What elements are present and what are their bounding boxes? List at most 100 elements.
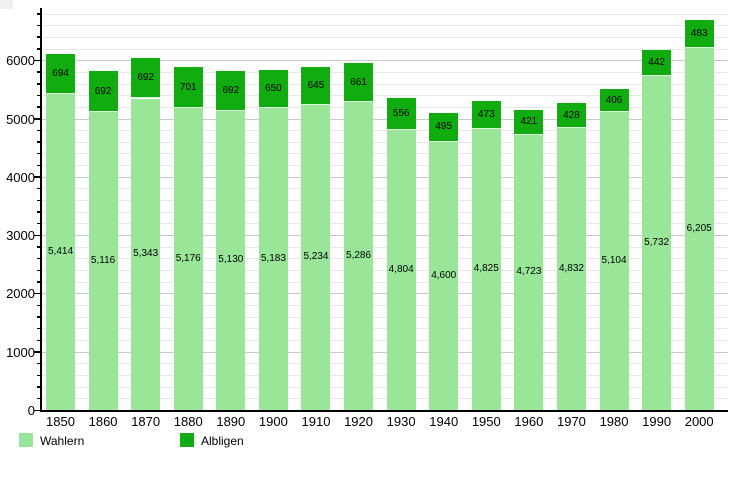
x-axis-tick-label: 1910 [301, 414, 331, 429]
bar-segment-wahlern [642, 75, 672, 410]
bar-value-albligen: 692 [94, 85, 112, 97]
bar-value-wahlern: 5,414 [47, 246, 74, 258]
x-axis-tick-label: 1940 [429, 414, 459, 429]
bar-value-albligen: 701 [179, 81, 197, 93]
bar-segment-albligen [216, 70, 246, 111]
y-axis-minor-tick [37, 13, 41, 15]
y-axis-minor-tick [37, 269, 41, 272]
bar-value-albligen: 428 [563, 109, 580, 121]
y-axis-tick [34, 176, 41, 178]
y-axis-tick [34, 118, 41, 120]
bar-segment-wahlern [131, 98, 161, 410]
bar-value-wahlern: 5,176 [175, 253, 201, 265]
gridline-minor [41, 165, 728, 167]
y-axis-minor-tick [37, 141, 41, 143]
gridline-minor [41, 386, 728, 388]
gridline-minor [41, 25, 728, 27]
y-axis-tick-label: 5000 [6, 111, 35, 127]
bar-segment-albligen [88, 71, 118, 112]
gridline-minor [41, 36, 728, 38]
y-axis-minor-tick [37, 164, 41, 167]
bar-segment-wahlern [173, 108, 203, 410]
x-axis-tick-label: 1970 [556, 414, 586, 429]
y-axis-minor-tick [37, 281, 41, 283]
gridline-minor [41, 48, 728, 50]
y-axis-minor-tick [37, 83, 41, 85]
x-axis-tick-label: 1960 [514, 414, 544, 429]
bar-segment-albligen [429, 112, 459, 142]
bar-value-wahlern: 4,600 [431, 269, 457, 281]
gridline-major [41, 60, 728, 62]
gridline-minor [41, 340, 728, 342]
bar-value-wahlern: 5,130 [218, 254, 244, 266]
y-axis-minor-tick [37, 211, 41, 213]
bar-segment-albligen [642, 50, 672, 76]
gridline-minor [41, 141, 728, 143]
gridline-minor [41, 71, 728, 73]
bar-value-albligen: 694 [52, 68, 69, 80]
bar-segment-wahlern [216, 110, 246, 410]
bar-segment-wahlern [88, 111, 118, 410]
y-axis-tick-label: 0 [27, 403, 35, 418]
bar-value-albligen: 406 [605, 94, 623, 106]
bar-segment-albligen [46, 53, 75, 95]
gridline-minor [41, 211, 728, 213]
bar-value-wahlern: 5,286 [346, 249, 372, 261]
bar-segment-wahlern [684, 48, 714, 410]
bar-segment-albligen [599, 88, 629, 113]
x-axis-line [40, 410, 728, 412]
y-axis-tick-label: 6000 [6, 53, 35, 69]
gridline-minor [41, 328, 728, 330]
y-axis-minor-tick [37, 386, 41, 388]
legend: Wahlern Albligen [0, 433, 750, 448]
gridline-minor [41, 200, 728, 202]
bar-value-wahlern: 4,723 [516, 266, 542, 278]
x-axis-tick-label: 1930 [386, 414, 416, 429]
bar-segment-albligen [514, 110, 544, 135]
y-axis-minor-tick [37, 71, 41, 73]
x-axis-tick-label: 1860 [88, 414, 118, 429]
bar-segment-wahlern [599, 112, 629, 410]
y-axis-minor-tick [37, 327, 41, 330]
gridline-minor [41, 130, 728, 132]
bar-value-albligen: 421 [520, 116, 538, 128]
bar-value-albligen: 473 [477, 108, 495, 120]
bar-segment-albligen [344, 63, 374, 102]
y-axis-minor-tick [37, 397, 41, 400]
corner-artifact [0, 0, 13, 9]
x-axis-tick-label: 1900 [258, 414, 288, 429]
bar-value-wahlern: 5,116 [90, 254, 116, 266]
y-axis-minor-tick [37, 257, 41, 260]
gridline-minor [41, 258, 728, 260]
gridline-major [41, 351, 728, 353]
y-axis-tick [34, 59, 41, 62]
bar-value-albligen: 495 [435, 121, 453, 133]
y-axis-tick-label: 4000 [6, 169, 35, 185]
bar-value-albligen: 556 [392, 107, 410, 119]
bar-value-albligen: 692 [137, 72, 154, 84]
bar-value-wahlern: 5,104 [601, 255, 627, 267]
bar-value-wahlern: 5,732 [644, 236, 670, 248]
bar-value-albligen: 483 [690, 28, 708, 40]
bar-segment-wahlern [301, 104, 331, 410]
legend-label: Wahlern [40, 434, 85, 448]
x-axis-tick-label: 2000 [684, 414, 714, 429]
legend-label: Albligen [201, 434, 244, 448]
gridline-minor [41, 246, 728, 248]
gridline-major [41, 293, 728, 295]
gridline-minor [41, 153, 728, 155]
gridline-minor [41, 106, 728, 108]
y-axis-tick [34, 234, 41, 237]
gridline-minor [41, 270, 728, 272]
y-axis-minor-tick [37, 374, 41, 377]
gridline-major [41, 176, 728, 178]
x-axis-tick-label: 1880 [173, 414, 203, 429]
gridline-major [41, 235, 728, 237]
bar-value-wahlern: 4,832 [558, 263, 584, 275]
bar-value-albligen: 661 [350, 76, 367, 88]
gridline-minor [41, 83, 728, 85]
bar-value-albligen: 692 [222, 84, 240, 96]
bar-value-wahlern: 4,825 [473, 263, 499, 275]
bar-segment-wahlern [471, 128, 501, 410]
